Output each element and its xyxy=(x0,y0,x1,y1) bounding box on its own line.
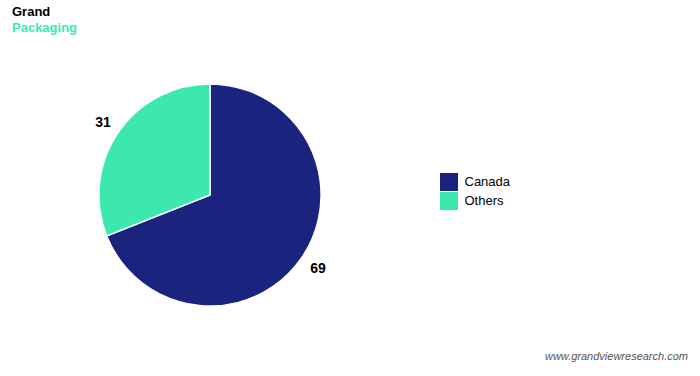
html-text:Canada: Canada xyxy=(464,174,510,190)
html-text:Others: Others xyxy=(464,193,504,209)
svg-text:69: 69 xyxy=(310,260,326,276)
html-text:Packaging: Packaging xyxy=(12,20,77,35)
html-text:Grand: Grand xyxy=(12,4,51,19)
html-text:www.grandviewresearch.com: www.grandviewresearch.com xyxy=(544,350,688,362)
svg-text:31: 31 xyxy=(95,114,111,130)
